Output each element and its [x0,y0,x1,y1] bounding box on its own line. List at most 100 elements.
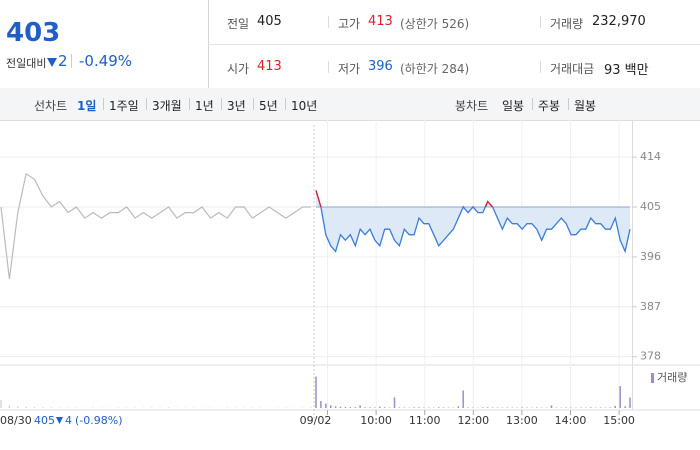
y-tick-label: 378 [640,350,661,363]
stat-label: 거래대금 [550,62,595,76]
volume-bar [344,406,347,408]
volume-bar [536,407,538,408]
period-button[interactable]: 1년 [195,99,214,113]
stat-value: 413 [368,14,393,29]
volume-bar [33,407,36,408]
volume-bar [624,406,626,408]
period-button[interactable]: 3년 [227,99,246,113]
volume-bar [457,406,460,408]
change-pct: -0.49% [79,52,133,70]
divider [285,98,286,110]
volume-bar [590,407,592,408]
stat-value: 413 [257,59,282,74]
volume-bar [619,386,621,408]
period-button[interactable]: 일봉 [502,99,525,113]
volume-bar [25,406,27,408]
legend-swatch [651,373,654,383]
toolbar: 선차트 1일 1주일 3개월 1년 3년 5년 10년 봉차트 일봉 주봉 월봉 [0,88,700,121]
x-tick-label: 13:00 [506,414,538,427]
volume-bar [75,407,78,408]
period-button[interactable]: 월봉 [574,99,597,113]
divider [540,16,541,28]
area [316,190,630,252]
chart: 414 405 396 387 378 09/02 10:00 11:00 12:00 13:00… [0,120,700,427]
volume-bar [491,407,494,408]
volume-bar [0,400,2,408]
volume-bar [550,405,553,408]
divider [103,98,104,110]
volume-bar [482,407,484,408]
previous-line [0,172,311,280]
y-tick-label: 387 [640,300,661,313]
period-button[interactable]: 1일 [77,99,97,113]
volume-bar [374,407,376,408]
stat-label: 전일 [227,17,250,31]
down-icon [56,417,63,424]
x-tick-label: 10:00 [360,414,392,427]
volume-bar [117,407,119,408]
volume-bar [320,401,322,408]
volume-bar [315,376,317,408]
divider [146,98,147,110]
price: 403 [6,18,61,48]
previous-close: 405 [34,414,55,427]
volume-bar [50,407,52,408]
volume-bar [369,407,371,408]
volume-bar [565,407,567,408]
volume-bar [423,407,425,408]
volume-bar [42,407,44,408]
period-button[interactable]: 1주일 [109,99,139,113]
x-tick-label: 11:00 [409,414,441,427]
divider [208,44,700,45]
volume-bar [8,405,10,408]
volume-bar [609,407,612,408]
previous-date: 08/30 [0,414,32,427]
x-tick-label: 12:00 [457,414,489,427]
period-button[interactable]: 5년 [259,99,278,113]
volume-bar [329,405,332,408]
volume-bar [629,397,631,408]
volume-bar [413,407,415,408]
stat-label: 시가 [227,62,250,76]
previous-change: 4 [65,414,72,427]
stat-label: 거래량 [550,17,584,31]
volume-bar [17,406,19,408]
divider [189,98,190,110]
divider [221,98,222,110]
divider [328,61,329,73]
volume-bar [462,390,464,408]
volume-bar [418,407,420,408]
down-icon [47,58,57,67]
line-chart-label: 선차트 [34,99,68,113]
legend-label: 거래량 [657,371,687,384]
volume-bar [580,407,582,408]
volume-bar [354,407,356,408]
period-button[interactable]: 10년 [291,99,318,113]
stat-note: (상한가 526) [400,17,470,31]
y-tick-label: 396 [640,250,661,263]
volume-bar [614,405,617,408]
volume-bar [359,405,361,408]
volume-bar [339,406,342,408]
price-line-up [315,190,494,208]
volume-bar [506,407,509,408]
period-button[interactable]: 3개월 [152,99,182,113]
volume-bar [383,407,386,408]
volume-bar [325,403,327,408]
volume-bar [599,407,602,408]
volume-bar [167,407,170,408]
period-button[interactable]: 주봉 [538,99,561,113]
x-tick-label: 09/02 [300,414,332,427]
stat-value: 93 백만 [604,63,649,78]
stat-label: 저가 [338,62,361,76]
header: 403 전일대비 2 -0.49% 전일 405 고가 413 (상한가 526) 거래량… [0,0,700,89]
stat-value: 405 [257,14,282,29]
volume-bar [467,407,469,408]
volume-bar [364,407,366,408]
divider [328,16,329,28]
divider [532,98,533,110]
volume-bar [349,407,352,408]
change: 2 [58,52,68,70]
stat-value: 396 [368,59,393,74]
